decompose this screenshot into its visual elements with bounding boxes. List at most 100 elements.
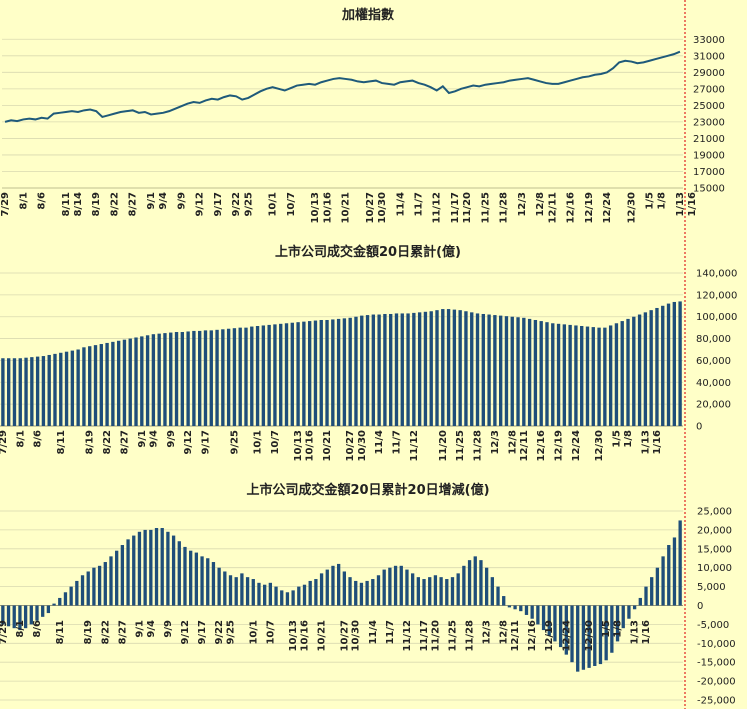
bar: [226, 328, 231, 426]
bar: [533, 319, 538, 426]
bar: [337, 563, 341, 606]
x-tick-label: 8/11: [55, 620, 66, 645]
bar: [263, 584, 267, 606]
bar: [632, 316, 636, 426]
x-tick-label: 10/30: [357, 430, 368, 462]
y-tick-label: 27000: [693, 84, 725, 95]
bar: [428, 577, 432, 606]
bar: [371, 314, 376, 426]
bar: [545, 322, 549, 426]
bar: [192, 330, 196, 426]
x-tick-label: 1/5: [645, 192, 656, 210]
bar: [331, 319, 335, 426]
bar: [410, 573, 415, 606]
x-tick-label: 10/13: [310, 192, 321, 224]
bar: [348, 577, 352, 606]
bar: [377, 314, 381, 426]
bar: [342, 571, 346, 606]
y-tick-label: 80,000: [696, 334, 731, 345]
y-tick-label: 25,000: [697, 507, 732, 518]
bar: [498, 315, 503, 426]
x-tick-label: 9/12: [183, 430, 194, 455]
bar: [354, 580, 358, 606]
y-tick-label: -5,000: [697, 620, 729, 631]
x-tick-label: 9/9: [176, 192, 187, 210]
x-tick-label: 11/20: [462, 192, 473, 224]
bar: [166, 531, 170, 606]
bar: [585, 326, 590, 426]
bar: [257, 582, 261, 606]
bar: [570, 605, 574, 663]
bar: [206, 558, 210, 606]
bar: [389, 313, 393, 426]
bar: [558, 605, 563, 648]
bar: [319, 573, 324, 606]
bar: [598, 605, 603, 665]
bar: [479, 560, 483, 606]
bar: [296, 322, 300, 426]
bar: [405, 569, 409, 606]
bar: [314, 579, 318, 606]
bar: [186, 331, 190, 426]
x-tick-label: 8/1: [15, 430, 26, 448]
bar: [1, 605, 5, 625]
bar: [445, 579, 449, 606]
bar: [41, 356, 46, 426]
bar: [223, 571, 227, 606]
bar: [221, 329, 225, 426]
bar: [331, 565, 335, 606]
bar: [58, 597, 62, 606]
x-tick-label: 10/27: [339, 620, 350, 652]
bar: [132, 535, 136, 606]
x-tick-label: 8/19: [91, 192, 102, 217]
bar: [556, 323, 561, 426]
x-tick-label: 10/1: [253, 430, 264, 455]
x-tick-label: 12/24: [571, 430, 582, 462]
bar: [493, 315, 497, 426]
x-tick-label: 8/1: [18, 192, 29, 210]
bar: [307, 321, 312, 426]
bar: [325, 569, 329, 606]
bar: [348, 317, 352, 426]
x-tick-label: 1/5: [611, 430, 622, 448]
x-tick-label: 7/29: [0, 192, 11, 217]
bar: [313, 320, 318, 426]
x-tick-label: 11/4: [368, 620, 379, 645]
bar: [439, 577, 443, 606]
x-tick-label: 10/7: [270, 430, 281, 455]
x-tick-label: 12/19: [584, 192, 595, 224]
bar: [88, 346, 92, 426]
x-tick-label: 9/4: [158, 192, 169, 210]
bar: [174, 332, 179, 426]
x-tick-label: 10/7: [286, 192, 297, 217]
x-tick-label: 12/30: [594, 430, 605, 462]
x-tick-label: 1/16: [641, 620, 652, 645]
bar: [86, 571, 90, 606]
bar: [371, 579, 375, 606]
y-tick-label: 120,000: [696, 290, 737, 301]
y-tick-label: 17000: [693, 167, 725, 178]
bar: [406, 313, 410, 426]
x-tick-label: 8/11: [61, 192, 72, 217]
x-tick-label: 9/25: [229, 430, 240, 455]
bar: [128, 338, 132, 426]
bar: [134, 337, 138, 426]
bar: [400, 313, 404, 426]
bar: [93, 345, 98, 426]
y-tick-label: 25000: [693, 101, 725, 112]
bar: [481, 313, 485, 426]
x-tick-label: 11/20: [430, 620, 441, 652]
bar: [232, 328, 237, 426]
bar: [522, 317, 526, 426]
bar: [143, 529, 147, 606]
x-tick-label: 1/13: [630, 620, 641, 645]
x-tick-label: 7/29: [0, 620, 9, 645]
bar: [47, 354, 51, 426]
bar: [360, 315, 364, 426]
bar: [441, 309, 445, 426]
bar: [456, 573, 460, 606]
bar: [672, 537, 677, 606]
bar: [412, 312, 416, 426]
bar: [255, 326, 260, 426]
bar: [643, 312, 648, 426]
